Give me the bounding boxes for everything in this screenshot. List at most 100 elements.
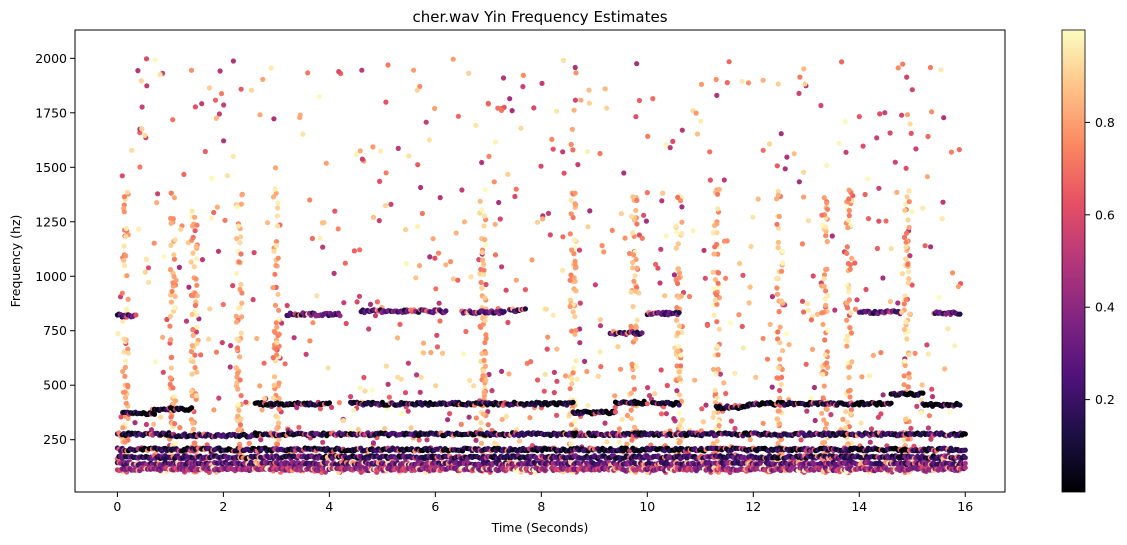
data-point bbox=[568, 422, 575, 428]
data-point bbox=[480, 257, 486, 263]
data-point bbox=[397, 321, 403, 327]
data-point bbox=[895, 300, 901, 306]
data-point bbox=[824, 360, 830, 366]
data-point bbox=[186, 284, 192, 290]
data-point bbox=[272, 186, 278, 192]
data-point bbox=[123, 225, 129, 232]
data-point bbox=[848, 407, 855, 413]
data-point bbox=[194, 293, 200, 299]
data-point bbox=[901, 382, 907, 388]
data-point bbox=[632, 273, 638, 279]
data-point bbox=[272, 302, 279, 308]
data-point bbox=[673, 223, 679, 229]
data-point bbox=[839, 59, 845, 65]
data-point bbox=[919, 382, 925, 388]
data-point bbox=[151, 421, 157, 427]
data-point bbox=[714, 438, 720, 444]
data-point bbox=[276, 395, 282, 402]
data-point bbox=[170, 280, 176, 286]
data-point bbox=[760, 335, 766, 342]
data-point bbox=[158, 414, 164, 420]
data-point bbox=[699, 406, 705, 412]
data-point bbox=[950, 270, 956, 276]
data-point bbox=[948, 149, 955, 155]
data-point bbox=[903, 244, 909, 250]
data-point bbox=[567, 304, 573, 310]
data-point bbox=[810, 273, 816, 279]
data-point bbox=[646, 393, 653, 399]
data-point bbox=[774, 416, 781, 422]
data-point bbox=[726, 59, 732, 65]
data-point bbox=[604, 105, 610, 111]
data-point bbox=[711, 410, 717, 416]
data-point bbox=[121, 194, 127, 200]
data-point bbox=[190, 420, 196, 426]
data-point bbox=[852, 306, 859, 312]
data-point bbox=[938, 67, 944, 73]
data-point bbox=[902, 358, 908, 364]
data-point bbox=[161, 254, 167, 260]
data-point bbox=[115, 331, 121, 337]
data-point bbox=[230, 58, 236, 64]
data-point bbox=[568, 211, 574, 217]
data-point bbox=[673, 245, 679, 251]
data-point bbox=[862, 191, 868, 198]
data-point bbox=[775, 245, 781, 251]
data-point bbox=[545, 210, 552, 216]
data-point bbox=[303, 351, 309, 357]
data-point bbox=[492, 221, 498, 227]
data-point bbox=[714, 221, 720, 227]
data-point bbox=[243, 399, 249, 405]
data-point bbox=[909, 87, 915, 93]
data-point bbox=[366, 326, 372, 332]
data-point bbox=[357, 385, 363, 391]
data-point bbox=[905, 217, 911, 223]
data-point bbox=[160, 369, 166, 375]
data-point bbox=[777, 324, 783, 330]
data-point bbox=[615, 344, 621, 350]
data-point bbox=[766, 141, 773, 147]
data-point bbox=[820, 321, 826, 327]
data-point bbox=[480, 373, 486, 379]
data-point bbox=[567, 277, 573, 283]
data-point bbox=[273, 413, 279, 419]
data-point bbox=[940, 199, 946, 205]
data-point bbox=[563, 373, 569, 379]
data-point bbox=[805, 218, 812, 224]
data-point bbox=[710, 414, 716, 420]
data-point bbox=[543, 306, 549, 312]
data-point bbox=[905, 269, 912, 275]
data-point bbox=[907, 253, 913, 259]
data-point bbox=[570, 399, 576, 405]
data-point bbox=[220, 301, 226, 308]
data-point bbox=[506, 371, 512, 377]
data-point bbox=[750, 214, 756, 220]
data-point bbox=[796, 179, 802, 185]
data-point bbox=[235, 386, 241, 392]
data-point bbox=[901, 373, 907, 379]
data-point bbox=[137, 164, 143, 170]
data-point bbox=[737, 260, 743, 266]
data-point bbox=[336, 69, 342, 75]
data-point bbox=[847, 262, 854, 268]
data-point bbox=[801, 169, 807, 175]
data-point bbox=[273, 320, 279, 326]
data-point bbox=[922, 243, 928, 249]
data-point bbox=[118, 414, 124, 420]
data-point bbox=[573, 358, 579, 364]
data-point bbox=[561, 170, 567, 176]
data-point bbox=[551, 369, 558, 375]
data-point bbox=[658, 246, 664, 252]
data-point bbox=[618, 211, 624, 217]
data-point bbox=[663, 411, 670, 417]
data-point bbox=[432, 105, 438, 112]
data-point bbox=[370, 144, 376, 150]
data-point bbox=[616, 426, 623, 432]
data-point bbox=[479, 351, 485, 357]
data-point bbox=[569, 126, 576, 132]
data-point bbox=[776, 365, 782, 371]
data-point bbox=[823, 302, 829, 308]
data-point bbox=[782, 166, 788, 172]
data-point bbox=[824, 200, 830, 206]
data-point bbox=[123, 358, 129, 364]
